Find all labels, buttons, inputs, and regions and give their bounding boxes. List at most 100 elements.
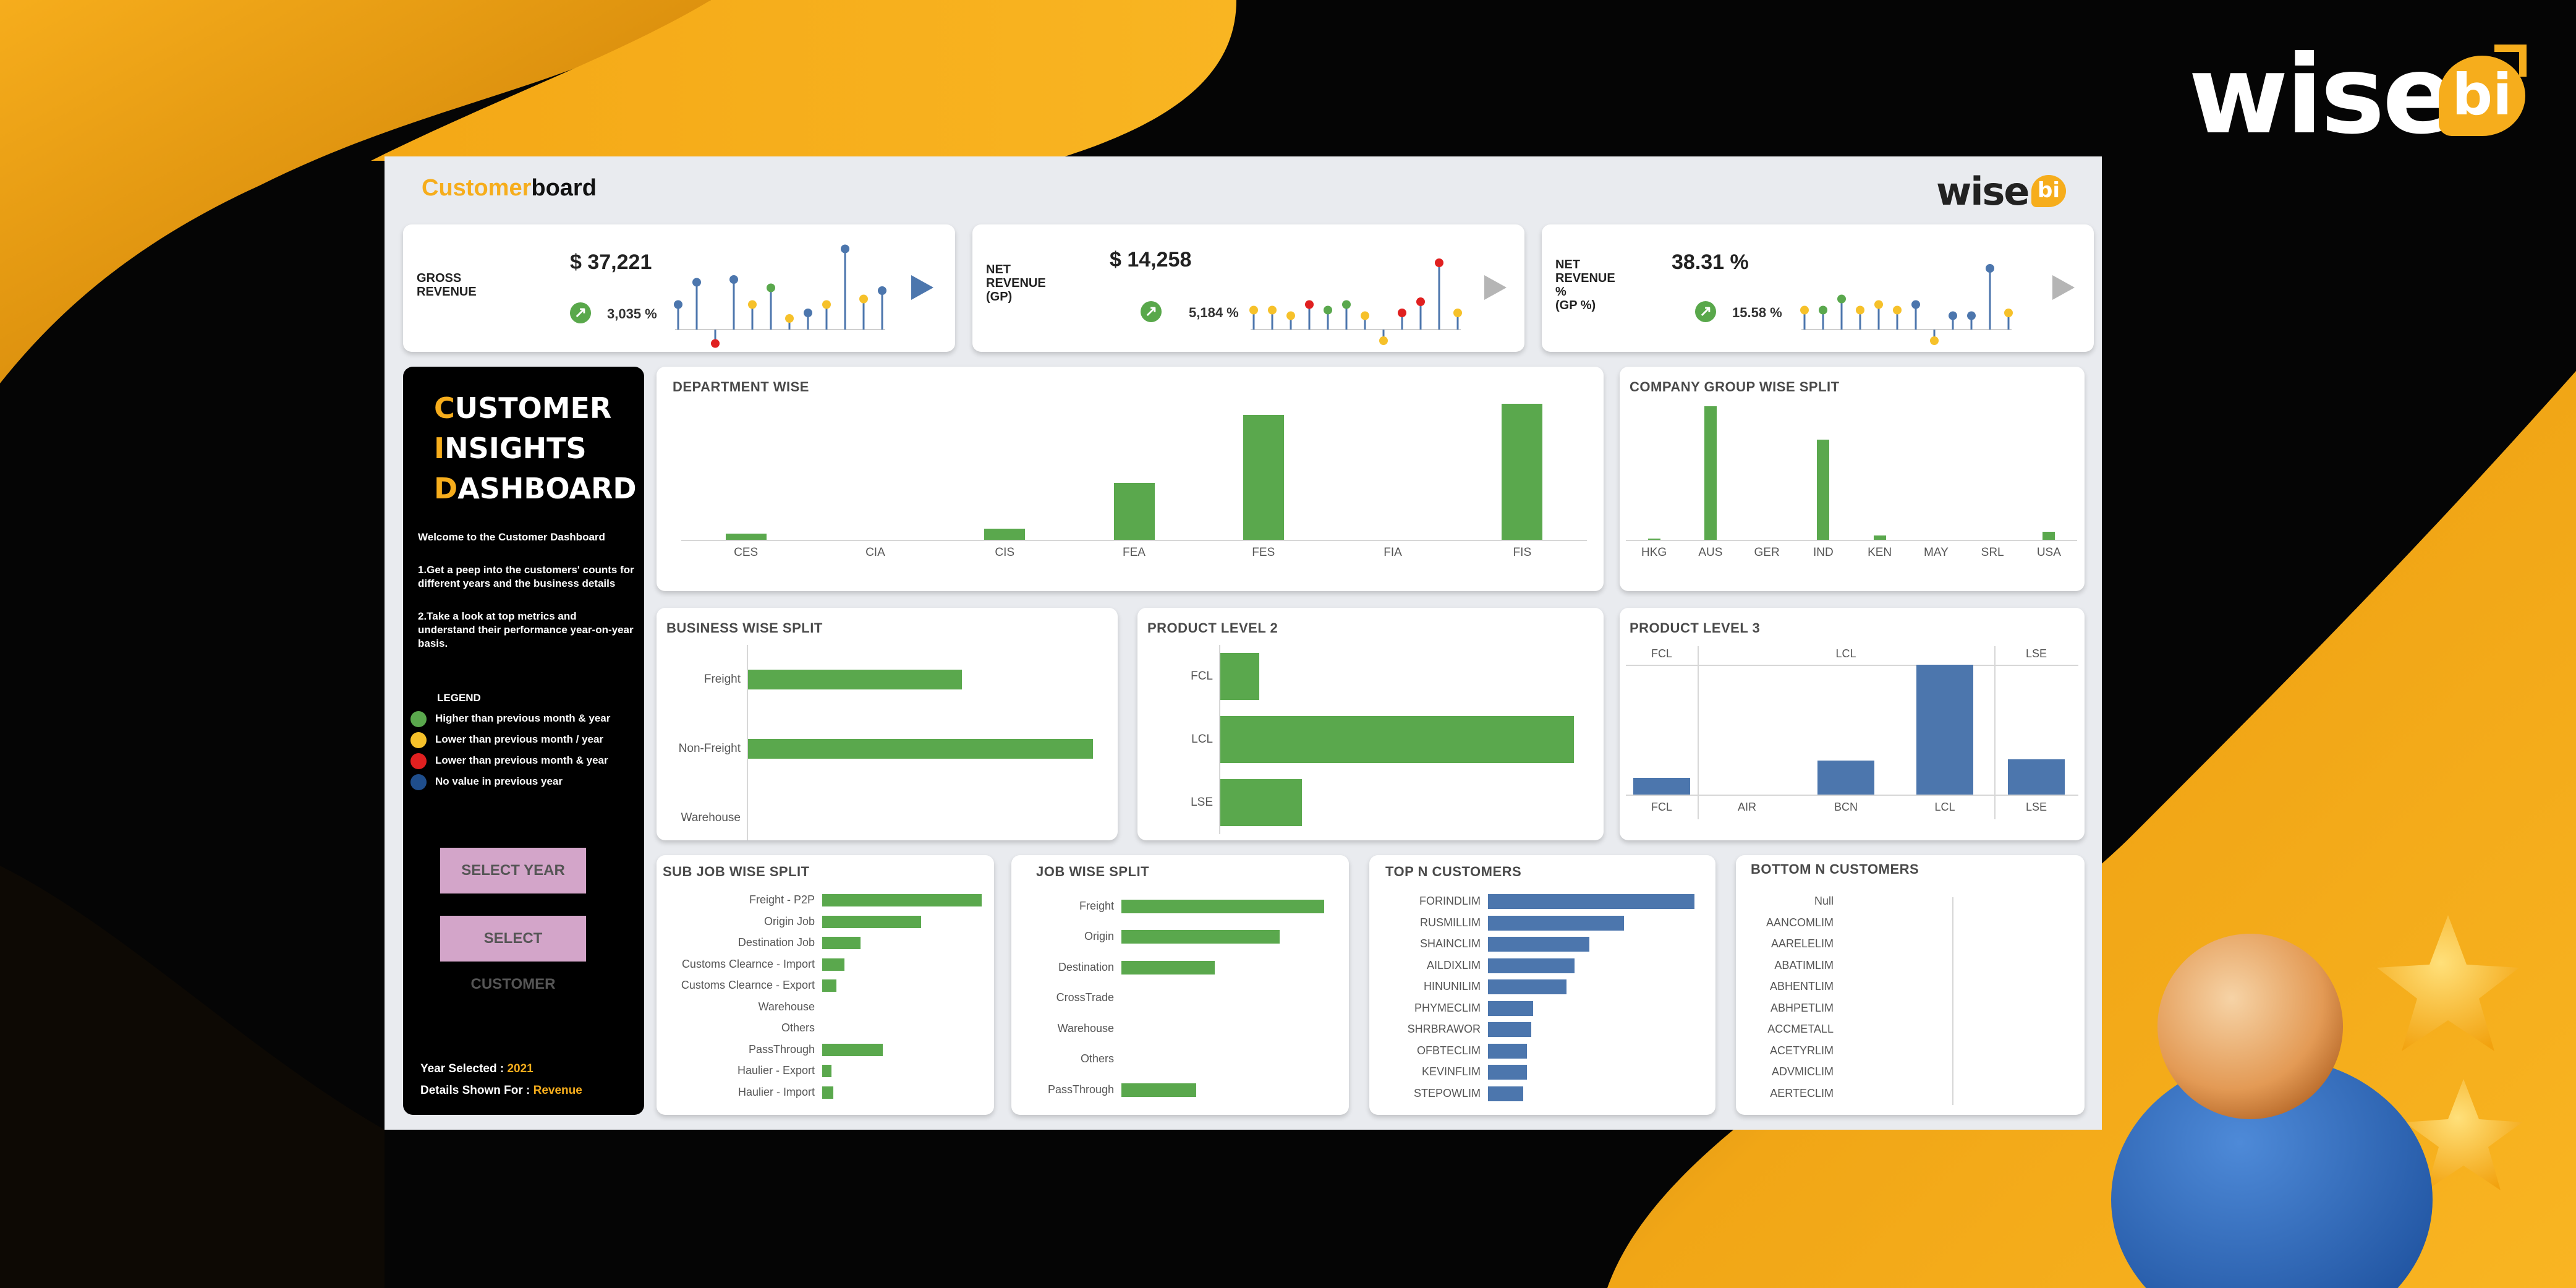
product-level-2-card: PRODUCT LEVEL 2 FCL LCL LSE xyxy=(1137,608,1604,840)
kpi-card-net-revenue-percent: NET REVENUE % (GP %) 38.31 % ↗ 15.58 % xyxy=(1542,224,2094,352)
details-shown-for: Details Shown For : Revenue xyxy=(420,1084,582,1097)
y-tick-label: PassThrough xyxy=(1047,1083,1114,1096)
y-tick-label: Haulier - Import xyxy=(738,1085,815,1098)
legend-item-lower-month-and-year: Lower than previous month & year xyxy=(410,752,608,769)
y-tick-label: AILDIXLIM xyxy=(1426,958,1481,971)
product-level-2-chart: FCL LCL LSE xyxy=(1137,645,1583,837)
card-title: BOTTOM N CUSTOMERS xyxy=(1751,861,1919,877)
y-tick-label: PHYMECLIM xyxy=(1414,1001,1481,1014)
legend-dot-icon xyxy=(410,753,427,769)
bar xyxy=(822,894,982,907)
sidebar-point-2: 2.Take a look at top metrics and underst… xyxy=(418,610,634,649)
legend-item-no-value: No value in previous year xyxy=(410,773,563,790)
header-logo-badge: bi xyxy=(2031,175,2066,207)
sparkline-point xyxy=(1286,311,1295,320)
top-n-customers-chart: FORINDLIM RUSMILLIM SHAINCLIM AILDIXLIM HINU… xyxy=(1369,891,1703,1114)
dashboard-title-accent: Customer xyxy=(422,175,532,201)
bar xyxy=(1113,483,1155,540)
bottom-n-customers-card: BOTTOM N CUSTOMERS Null AANCOMLIM AARELELI… xyxy=(1736,855,2085,1115)
sparkline-point xyxy=(1379,336,1388,345)
play-icon[interactable] xyxy=(1484,275,1507,300)
bar xyxy=(1488,894,1694,910)
bar xyxy=(1488,1000,1534,1016)
kpi-card-net-revenue: NET REVENUE (GP) $ 14,258 ↗ 5,184 % xyxy=(972,224,1524,352)
department-wise-card: DEPARTMENT WISE CES CIA CIS FEA FES FIA FIS xyxy=(657,367,1604,591)
bar xyxy=(1488,1043,1528,1059)
sparkline-point xyxy=(1249,305,1258,315)
x-tick-label: SRL xyxy=(1981,546,2004,559)
bar xyxy=(1817,761,1874,795)
sub-job-wise-card: SUB JOB WISE SPLIT Freight - P2P Origin J… xyxy=(657,855,994,1115)
bar xyxy=(822,958,845,971)
sparkline-point xyxy=(804,309,812,317)
y-tick-label: Origin Job xyxy=(763,915,815,928)
kpi-sparkline xyxy=(1800,264,2013,345)
bar xyxy=(822,1065,832,1078)
kpi-sparkline xyxy=(674,244,886,348)
y-tick-label: Warehouse xyxy=(758,1000,815,1013)
legend-title: LEGEND xyxy=(437,692,481,704)
sparkline-point xyxy=(1911,300,1920,309)
play-icon[interactable] xyxy=(911,275,933,300)
y-tick-label: Customs Clearnce - Import xyxy=(681,957,815,970)
kpi-value: $ 14,258 xyxy=(1110,248,1192,271)
sparkline-point xyxy=(1967,311,1976,320)
x-tick-label: LSE xyxy=(2025,801,2047,813)
bar xyxy=(984,529,1026,540)
sparkline-point xyxy=(1893,305,1902,315)
x-axis-line xyxy=(1626,795,2078,796)
x-tick-label: CIA xyxy=(865,546,885,559)
bar xyxy=(2043,531,2055,540)
axis-line xyxy=(1952,897,1953,1105)
bar xyxy=(822,1043,883,1056)
bar xyxy=(1704,406,1717,540)
sidebar-title-line-1: CUSTOMER xyxy=(434,391,612,425)
business-wise-card: BUSINESS WISE SPLIT Freight Non-Freight Wa… xyxy=(657,608,1118,840)
sub-job-wise-chart: Freight - P2P Origin Job Destination Job Cu… xyxy=(657,890,990,1112)
sparkline-point xyxy=(729,275,738,284)
y-tick-label: ACETYRLIM xyxy=(1769,1044,1834,1057)
sparkline-point xyxy=(1268,305,1277,315)
bar xyxy=(1633,777,1690,795)
kpi-change: 5,184 % xyxy=(1189,305,1239,320)
bar xyxy=(1488,1086,1523,1101)
bar xyxy=(1243,415,1284,540)
y-tick-label: Freight - P2P xyxy=(749,893,815,906)
x-tick-label: KEN xyxy=(1868,546,1892,559)
y-tick-label: SHRBRAWOR xyxy=(1407,1023,1481,1036)
sparkline-point xyxy=(1435,258,1443,267)
y-tick-label: LSE xyxy=(1191,796,1213,809)
legend-dot-icon xyxy=(410,731,427,748)
play-icon[interactable] xyxy=(2052,275,2075,300)
top-n-customers-card: TOP N CUSTOMERS FORINDLIM RUSMILLIM SHAINC… xyxy=(1369,855,1715,1115)
sidebar-point-1: 1.Get a peep into the customers' counts … xyxy=(418,564,634,589)
bottom-n-customers-chart: Null AANCOMLIM AARELELIM ABATIMLIM ABHENTLIM… xyxy=(1736,891,2070,1114)
kpi-label: GROSS REVENUE xyxy=(417,271,477,299)
product-level-3-chart: FCL FCL LCL AIR BCN LCL LSE LSE xyxy=(1626,639,2078,837)
bar xyxy=(822,1086,834,1099)
card-title: COMPANY GROUP WISE SPLIT xyxy=(1630,379,1840,395)
y-tick-label: Non-Freight xyxy=(678,742,741,755)
bar xyxy=(822,979,837,992)
legend-item-higher: Higher than previous month & year xyxy=(410,710,610,727)
bar xyxy=(1817,440,1830,540)
arrow-up-right-icon: ↗ xyxy=(1695,301,1716,322)
x-tick-label: LCL xyxy=(1934,801,1955,813)
sparkline-point xyxy=(1930,336,1939,345)
kpi-label: NET REVENUE (GP) xyxy=(986,263,1046,304)
bar xyxy=(1488,1065,1528,1080)
sparkline-point xyxy=(711,339,720,348)
sidebar: CUSTOMER INSIGHTS DASHBOARD Welcome to t… xyxy=(403,367,644,1115)
brand-logo-corner-mark xyxy=(2494,45,2527,77)
y-tick-label: ABATIMLIM xyxy=(1774,958,1834,971)
x-tick-label: FEA xyxy=(1123,546,1146,559)
sparkline-point xyxy=(767,283,775,292)
select-year-button[interactable]: SELECT YEAR xyxy=(440,848,586,893)
x-axis-line xyxy=(681,540,1587,541)
x-axis-line xyxy=(1626,540,2077,541)
x-tick-label: FES xyxy=(1252,546,1275,559)
kpi-value: 38.31 % xyxy=(1672,250,1749,274)
select-customer-button[interactable]: SELECT CUSTOMER xyxy=(440,916,586,992)
sidebar-title-line-2: INSIGHTS xyxy=(434,432,587,465)
sparkline-point xyxy=(1819,305,1827,315)
